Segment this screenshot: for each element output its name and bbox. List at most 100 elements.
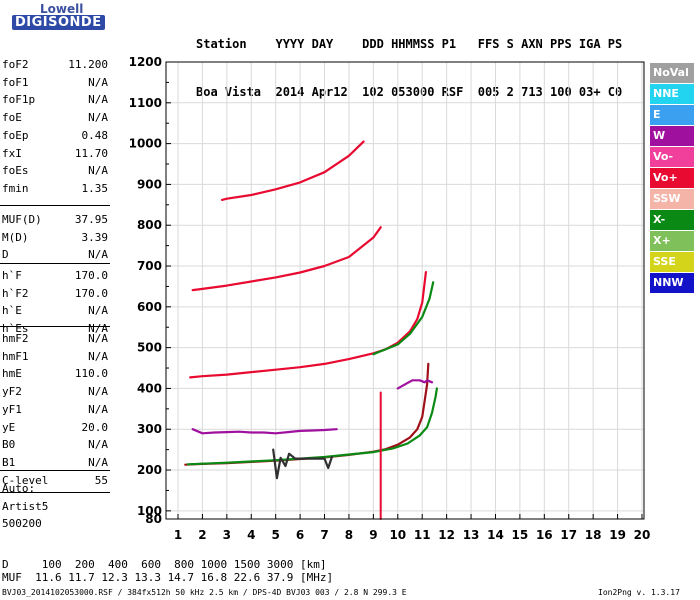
- param-name: fxI: [2, 146, 22, 160]
- trace-x2: [372, 281, 435, 356]
- panel-separator: [0, 205, 110, 206]
- legend-item-w: W: [650, 126, 694, 146]
- param-name: h`Es: [2, 322, 29, 336]
- x-tick-label: 6: [296, 528, 304, 542]
- param-hf2: h`F2 170.0: [2, 287, 108, 305]
- grid-lines: [166, 61, 644, 519]
- y-tick-label: 400: [137, 381, 162, 395]
- param-fxi: fxI 11.70: [2, 147, 108, 165]
- param-foes: foEs N/A: [2, 164, 108, 182]
- param-hmf2: hmF2 N/A: [2, 332, 108, 350]
- param-yf2: yF2 N/A: [2, 385, 108, 403]
- y-tick-label: 500: [137, 341, 162, 355]
- param-mufd: MUF(D) 37.95: [2, 213, 108, 231]
- trace-w-f2: [396, 379, 434, 390]
- legend-item-x: X+: [650, 231, 694, 251]
- x-tick-label: 2: [198, 528, 206, 542]
- x-tick-label: 4: [247, 528, 255, 542]
- param-value: 170.0: [74, 286, 108, 300]
- auto-info: Artist5: [2, 499, 49, 513]
- distance-row: D 100 200 400 600 800 1000 1500 3000 [km…: [2, 558, 327, 571]
- trace-o3: [191, 226, 382, 292]
- x-tick-label: 9: [369, 528, 377, 542]
- param-value: 1.35: [81, 181, 109, 195]
- param-ye: yE 20.0: [2, 421, 108, 439]
- param-hes: h`Es N/A: [2, 322, 108, 340]
- legend-item-sse: SSE: [650, 252, 694, 272]
- param-value: 3.39: [81, 230, 109, 244]
- param-value: N/A: [88, 164, 108, 178]
- x-tick-label: 7: [320, 528, 328, 542]
- station-header: Station YYYY DAY DDD HHMMSS P1 FFS S AXN…: [196, 4, 622, 116]
- param-name: M(D): [2, 230, 29, 244]
- param-value: 37.95: [74, 213, 108, 226]
- x-tick-label: 8: [345, 528, 353, 542]
- y-tick-label: 600: [137, 300, 162, 314]
- panel-separator: [0, 470, 110, 471]
- param-b0: B0 N/A: [2, 438, 108, 456]
- logo-digisonde: DIGISONDE: [12, 15, 105, 30]
- param-name: hmE: [2, 367, 22, 381]
- y-tick-label: 900: [137, 177, 162, 191]
- param-foep: foEp 0.48: [2, 129, 108, 147]
- x-tick-label: 11: [414, 528, 431, 542]
- param-name: foE: [2, 111, 22, 125]
- param-foe: foE N/A: [2, 111, 108, 129]
- param-fof1: foF1 N/A: [2, 76, 108, 94]
- param-clevel: C-level 55: [2, 474, 108, 492]
- param-fof1p: foF1p N/A: [2, 93, 108, 111]
- header-line-1: Station YYYY DAY DDD HHMMSS P1 FFS S AXN…: [196, 37, 623, 51]
- param-name: yF2: [2, 385, 22, 399]
- param-name: hmF1: [2, 349, 29, 363]
- x-tick-label: 1: [174, 528, 182, 542]
- x-axis-ticks: 1 2 3 4 5 6 7 8 9 10 11 12 13 14 15 16 17 18 19 20: [174, 514, 650, 542]
- version-info: Ion2Png v. 1.3.17: [598, 588, 680, 597]
- param-name: foF1: [2, 75, 29, 89]
- param-name: foEs: [2, 164, 29, 178]
- x-tick-label: 19: [609, 528, 626, 542]
- x-tick-label: 18: [585, 528, 602, 542]
- panel-separator: [0, 326, 110, 327]
- param-name: C-level: [2, 474, 49, 487]
- param-hf: h`F 170.0: [2, 269, 108, 287]
- y-tick-label: 700: [137, 259, 162, 273]
- param-value: N/A: [88, 111, 108, 125]
- param-value: 20.0: [81, 420, 109, 434]
- legend-item-e: E: [650, 105, 694, 125]
- echo-traces: [184, 140, 438, 520]
- x-tick-label: 15: [512, 528, 529, 542]
- trace-es-dark: [272, 448, 333, 480]
- y-tick-label: 1100: [129, 96, 162, 110]
- legend: NoVal NNE E W Vo- Vo+ SSW X- X+ SSE NNW: [650, 63, 694, 294]
- param-name: hmF2: [2, 332, 29, 345]
- param-value: 170.0: [74, 269, 108, 282]
- legend-item-x: X-: [650, 210, 694, 230]
- trace-o2: [189, 271, 427, 379]
- param-name: B0: [2, 438, 16, 452]
- param-name: foF2: [2, 58, 29, 71]
- param-name: yF1: [2, 402, 22, 416]
- param-value: N/A: [88, 332, 108, 345]
- file-info: BVJ03_2014102053000.RSF / 384fx512h 50 k…: [2, 588, 407, 597]
- panel-separator: [0, 263, 110, 264]
- param-value: N/A: [88, 349, 108, 363]
- y-tick-label: 100: [137, 504, 162, 518]
- auto-info: Auto:: [2, 482, 36, 495]
- param-name: foEp: [2, 128, 29, 142]
- param-value: N/A: [88, 248, 108, 262]
- param-d: D N/A: [2, 248, 108, 266]
- param-name: foF1p: [2, 93, 36, 107]
- legend-item-nnw: NNW: [650, 273, 694, 293]
- auto-info: 500200: [2, 517, 42, 530]
- param-value: N/A: [88, 75, 108, 89]
- param-name: B1: [2, 455, 16, 469]
- header-line-2: Boa Vista 2014 Apr12 102 053000 RSF 005 …: [196, 85, 623, 99]
- trace-x1: [186, 387, 438, 466]
- logo-top-text: Lowell: [40, 2, 84, 16]
- param-value: N/A: [88, 304, 108, 318]
- legend-item-noval: NoVal: [650, 63, 694, 83]
- param-b1: B1 N/A: [2, 456, 108, 474]
- plot-frame: [165, 61, 645, 520]
- param-fof2: foF2 11.200: [2, 58, 108, 76]
